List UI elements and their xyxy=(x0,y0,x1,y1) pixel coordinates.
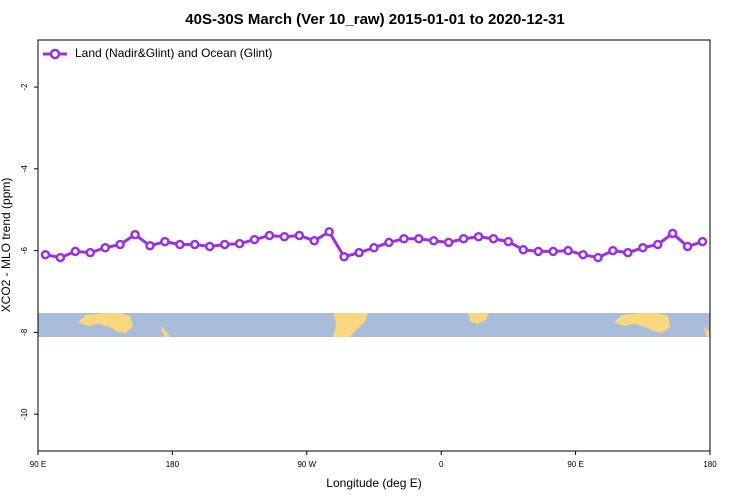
x-axis-label: Longitude (deg E) xyxy=(326,476,421,490)
land xyxy=(614,313,670,333)
point xyxy=(369,242,379,253)
point xyxy=(324,227,334,237)
point xyxy=(219,239,230,250)
point xyxy=(428,236,439,246)
land xyxy=(333,313,368,337)
point xyxy=(533,246,544,257)
point xyxy=(503,236,514,247)
point xyxy=(175,239,185,250)
legend-label: Land (Nadir&Glint) and Ocean (Glint) xyxy=(75,46,272,60)
point xyxy=(234,238,245,249)
point xyxy=(563,245,573,256)
point xyxy=(264,230,275,241)
point xyxy=(204,241,215,252)
point xyxy=(548,246,558,257)
y-tick-label: -10 xyxy=(20,408,29,420)
point xyxy=(652,239,663,250)
point xyxy=(399,234,409,244)
point xyxy=(354,247,364,258)
point xyxy=(458,234,469,244)
land xyxy=(161,326,170,337)
x-tick-label: 180 xyxy=(166,460,180,469)
point xyxy=(593,252,603,263)
point xyxy=(249,234,260,245)
point xyxy=(145,240,155,251)
ocean xyxy=(38,313,710,337)
x-tick-label: 90 E xyxy=(567,460,583,469)
y-tick-label: -8 xyxy=(20,328,29,336)
land xyxy=(468,313,489,324)
legend-marker xyxy=(49,48,61,60)
y-tick-label: -6 xyxy=(20,247,29,255)
point xyxy=(115,239,125,250)
point xyxy=(294,230,305,241)
x-tick-label: 180 xyxy=(703,460,717,469)
point xyxy=(682,241,693,252)
point xyxy=(518,245,529,255)
land xyxy=(704,327,710,337)
y-tick-label: -4 xyxy=(20,165,29,173)
point xyxy=(85,247,96,258)
point xyxy=(309,236,320,246)
point xyxy=(608,245,618,256)
point xyxy=(100,242,110,253)
chart-title: 40S-30S March (Ver 10_raw) 2015-01-01 to… xyxy=(185,11,564,28)
point xyxy=(190,239,200,250)
point xyxy=(160,236,170,247)
point xyxy=(488,234,499,244)
land xyxy=(78,313,133,333)
point xyxy=(578,249,588,260)
point xyxy=(473,231,484,242)
y-axis-label: XCO2 - MLO trend (ppm) xyxy=(0,178,13,313)
x-tick-label: 0 xyxy=(439,460,444,469)
x-tick-label: 90 E xyxy=(30,460,46,469)
plot-frame xyxy=(37,39,711,452)
point xyxy=(40,249,51,260)
point xyxy=(279,231,290,242)
y-tick-label: -2 xyxy=(20,83,29,91)
point xyxy=(443,237,454,248)
point xyxy=(384,237,394,248)
point xyxy=(623,247,633,258)
x-tick-label: 90 W xyxy=(297,460,316,469)
point xyxy=(70,246,81,257)
point xyxy=(414,234,424,244)
point xyxy=(638,242,648,253)
map-strip xyxy=(38,313,710,337)
point xyxy=(130,229,140,240)
point xyxy=(697,236,708,247)
point xyxy=(339,251,349,262)
point xyxy=(55,252,66,263)
point xyxy=(667,228,678,239)
